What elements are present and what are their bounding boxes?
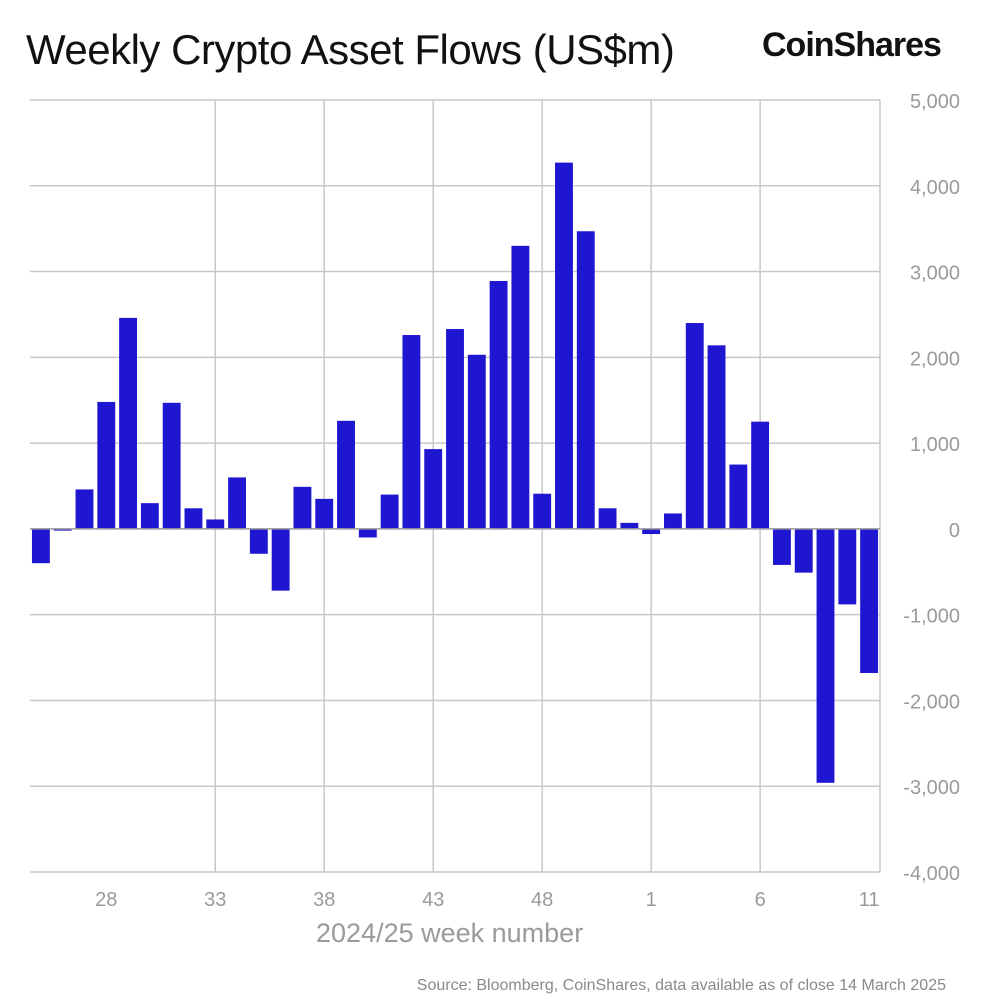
bar-week-4 (707, 345, 726, 529)
bar-week-38 (315, 498, 334, 529)
bar-week-2 (664, 513, 682, 529)
x-tick-label: 33 (204, 889, 226, 911)
bar-week-33 (206, 519, 225, 529)
bar-week-45 (467, 354, 486, 529)
x-tick-label: 48 (531, 889, 553, 911)
bar-week-31 (162, 402, 181, 529)
brand-logo: CoinShares (762, 26, 942, 64)
bar-week-50 (576, 231, 595, 529)
y-tick-label: 3,000 (910, 263, 960, 285)
bar-week-28 (97, 401, 116, 529)
bar-week-49 (555, 162, 573, 529)
bar-week-48 (533, 493, 552, 529)
x-tick-label: 1 (646, 889, 657, 911)
bar-week-5 (729, 464, 748, 529)
bar-week-9 (816, 528, 835, 783)
y-tick-label: -4,000 (903, 863, 960, 885)
y-tick-label: 4,000 (910, 177, 960, 199)
y-tick-label: 0 (949, 520, 960, 542)
bar-week-27 (75, 489, 94, 529)
bar-week-3 (685, 323, 704, 529)
y-tick-label: 2,000 (910, 348, 960, 370)
bar-week-1 (642, 528, 661, 535)
chart-title: Weekly Crypto Asset Flows (US$m) (26, 26, 675, 73)
bar-week-52 (620, 522, 639, 529)
bar-week-51 (598, 508, 617, 529)
bar-week-34 (228, 477, 246, 529)
bar-week-6 (751, 421, 770, 529)
bar-week-43 (424, 449, 443, 529)
bar-week-32 (184, 508, 203, 529)
axis-lines (30, 100, 881, 872)
y-tick-label: -3,000 (903, 777, 960, 799)
y-tick-label: -1,000 (903, 606, 960, 628)
bar-week-29 (119, 317, 138, 529)
x-tick-labels: 28 33 38 43 48 1 6 11 (95, 889, 879, 911)
x-tick-label: 43 (422, 889, 444, 911)
x-tick-label: 38 (313, 889, 335, 911)
y-tick-label: 5,000 (910, 91, 960, 113)
bar-week-42 (402, 335, 421, 529)
bar-week-11 (860, 528, 879, 673)
bar-week-36 (271, 528, 290, 591)
bar-week-44 (446, 329, 464, 529)
bar-week-40 (358, 528, 377, 538)
bar-series (31, 162, 879, 783)
y-tick-label: -2,000 (903, 691, 960, 713)
y-tick-label: 1,000 (910, 434, 960, 456)
bar-week-47 (511, 245, 530, 529)
bar-week-8 (794, 528, 813, 573)
bar-week-10 (838, 528, 857, 605)
x-axis-label: 2024/25 week number (316, 918, 584, 948)
bar-week-25 (31, 528, 50, 564)
source-note: Source: Bloomberg, CoinShares, data avai… (416, 977, 946, 994)
bar-week-37 (293, 486, 312, 529)
y-tick-labels: 5,000 4,000 3,000 2,000 1,000 0 -1,000 -2,000 -3… (903, 91, 960, 885)
bar-week-35 (249, 528, 268, 554)
bar-week-39 (337, 420, 355, 529)
x-tick-label: 6 (755, 889, 766, 911)
bar-week-46 (489, 280, 508, 529)
bar-week-7 (772, 528, 791, 565)
x-tick-label: 11 (859, 889, 880, 911)
x-tick-label: 28 (95, 889, 117, 911)
bar-week-41 (380, 494, 399, 529)
bar-week-30 (140, 503, 159, 529)
bar-week-26 (53, 528, 72, 531)
